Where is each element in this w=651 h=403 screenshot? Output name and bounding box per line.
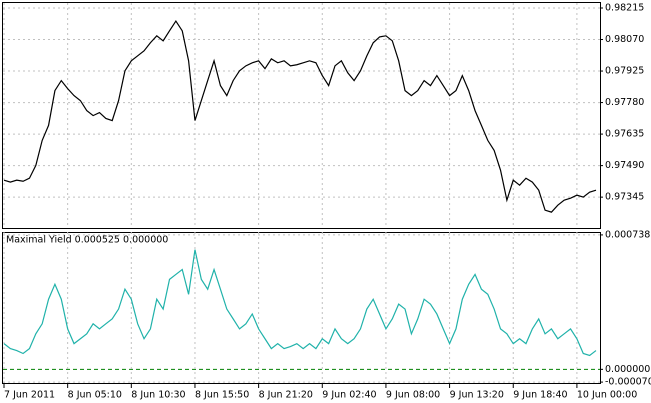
x-tick-label: 8 Jun 21:20 xyxy=(259,390,313,401)
x-tick-label: 7 Jun 2011 xyxy=(4,390,55,401)
x-tick-label: 9 Jun 18:40 xyxy=(513,390,567,401)
y-tick-label: -0.000070 xyxy=(605,377,651,388)
y-tick-label: 0.98070 xyxy=(605,34,644,45)
y-tick-label: 0.97345 xyxy=(605,192,644,203)
series-line xyxy=(3,19,597,213)
y-tick-label: 0.98215 xyxy=(605,3,644,14)
y-tick-label: 0.97925 xyxy=(605,66,644,77)
y-tick-label: 0.97635 xyxy=(605,129,644,140)
x-tick-label: 9 Jun 13:20 xyxy=(450,390,504,401)
x-tick-label: 9 Jun 02:40 xyxy=(322,390,376,401)
indicator-panel xyxy=(2,232,601,384)
x-tick-label: 8 Jun 05:10 xyxy=(68,390,122,401)
x-tick-label: 9 Jun 08:00 xyxy=(386,390,440,401)
y-tick-label: 0.97490 xyxy=(605,160,644,171)
y-tick-label: 0.97780 xyxy=(605,97,644,108)
series-line xyxy=(3,249,597,357)
x-tick-label: 8 Jun 10:30 xyxy=(131,390,185,401)
y-tick-label: 0.000738 xyxy=(605,229,650,240)
x-tick-label: 8 Jun 15:50 xyxy=(195,390,249,401)
y-tick-label: 0.000000 xyxy=(605,364,650,375)
x-tick-label: 10 Jun 00:00 xyxy=(577,390,637,401)
indicator-title: Maximal Yield 0.000525 0.000000 xyxy=(6,235,168,246)
